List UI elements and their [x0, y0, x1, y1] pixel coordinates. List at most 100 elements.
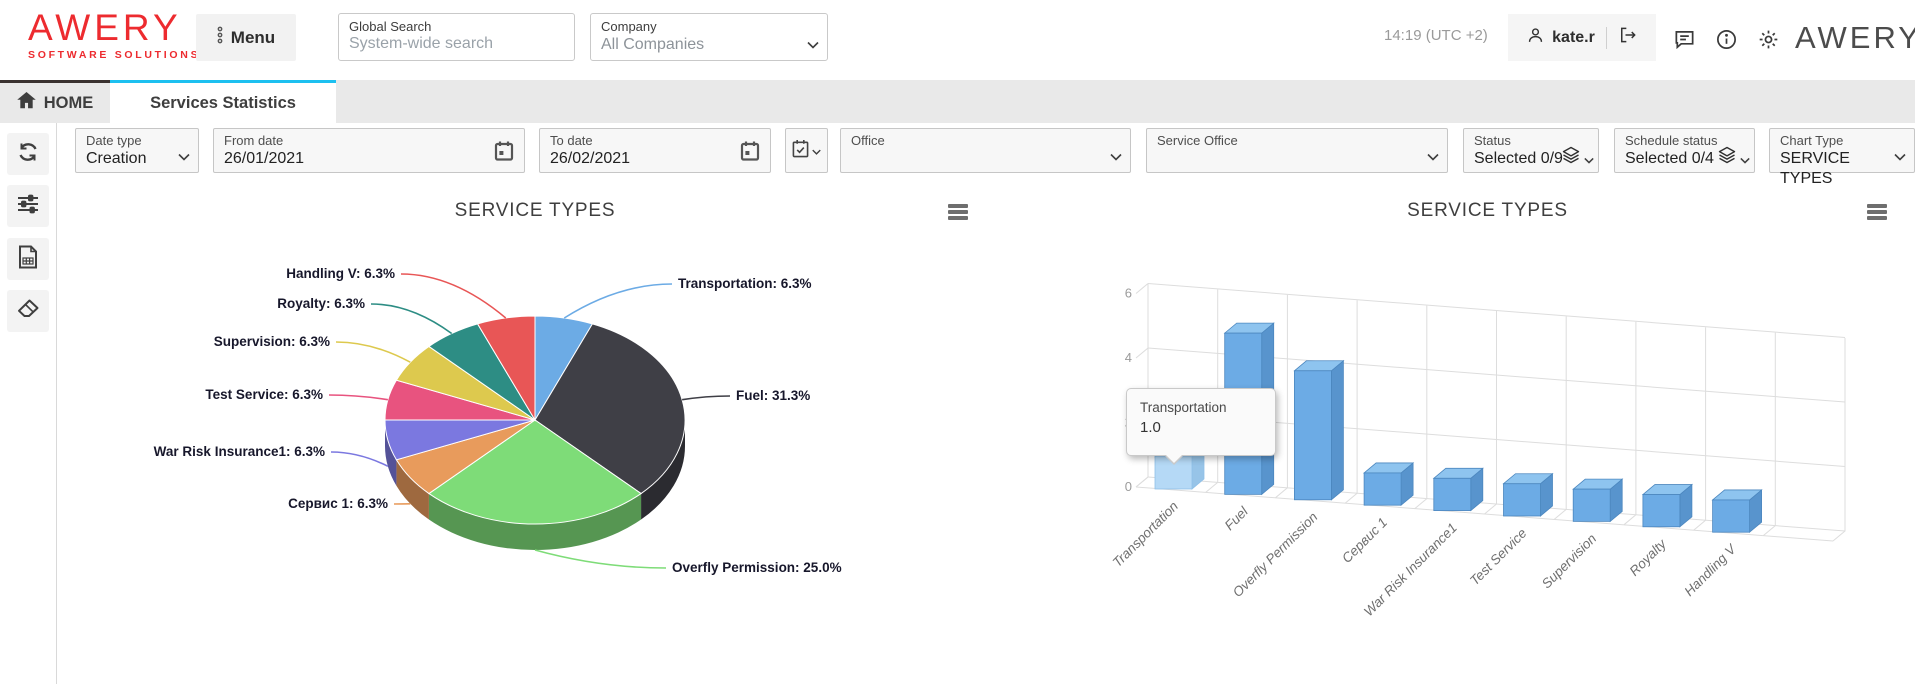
chevron-down-icon	[1894, 148, 1906, 166]
user-icon	[1526, 26, 1545, 50]
gridline	[1484, 311, 1497, 515]
y-tick-label: 4	[1125, 350, 1132, 365]
pie-label: Handling V: 6.3%	[286, 266, 395, 281]
app-header: AWERY SOFTWARE SOLUTIONS Menu Global Sea…	[0, 0, 1915, 80]
x-category-label: Fuel	[1222, 503, 1252, 533]
chart-type-value: SERVICE TYPES	[1780, 150, 1850, 187]
gridline	[1205, 289, 1219, 493]
gridline	[1275, 294, 1288, 499]
pie-chart-canvas[interactable]: Transportation: 6.3% Fuel: 31.3% Overfly P…	[60, 190, 1010, 680]
pie-label-line	[563, 283, 673, 319]
pie-label-line	[681, 395, 731, 401]
bar[interactable]	[1433, 477, 1472, 511]
bar[interactable]	[1363, 472, 1402, 506]
feedback-icon[interactable]	[1671, 26, 1697, 52]
bar[interactable]	[1293, 370, 1332, 501]
pie-slice[interactable]	[534, 323, 686, 495]
tab-home-label: HOME	[43, 93, 94, 112]
bar[interactable]	[1712, 499, 1750, 533]
chevron-down-icon	[812, 142, 821, 160]
refresh-icon	[16, 140, 40, 169]
tab-services-statistics[interactable]: Services Statistics	[110, 80, 336, 123]
company-select[interactable]: Company All Companies	[590, 13, 828, 61]
pie-slice-side	[385, 420, 397, 486]
to-date-label: To date	[550, 133, 593, 148]
bar-chart-canvas[interactable]: 0246TransportationFuelOverfly Permission…	[1060, 190, 1915, 684]
bar[interactable]	[1503, 483, 1541, 517]
refresh-button[interactable]	[7, 133, 49, 175]
chevron-down-icon	[1740, 151, 1750, 169]
menu-button[interactable]: Menu	[196, 14, 296, 61]
calendar-icon[interactable]	[740, 140, 760, 167]
gridline	[1147, 283, 1846, 339]
company-label: Company	[601, 19, 657, 34]
global-search-field: Global Search	[338, 13, 575, 61]
pie-label: Transportation: 6.3%	[678, 276, 812, 291]
chevron-down-icon	[807, 36, 819, 54]
pie-label: War Risk Insurance1: 6.3%	[154, 444, 325, 459]
chart-menu-icon[interactable]	[948, 204, 968, 220]
tab-home[interactable]: HOME	[0, 80, 110, 123]
chevron-down-icon	[1584, 151, 1594, 169]
more-vert-icon	[217, 26, 223, 49]
info-icon[interactable]	[1713, 26, 1739, 52]
bar-tooltip-title: Transportation	[1140, 400, 1227, 415]
pie-chart-body[interactable]: Transportation: 6.3% Fuel: 31.3% Overfly P…	[60, 190, 1010, 680]
pie-label: Royalty: 6.3%	[277, 296, 365, 311]
date-type-select[interactable]: Date type Creation	[75, 128, 199, 173]
bar-tooltip: Transportation 1.0	[1126, 388, 1276, 465]
schedule-status-multiselect[interactable]: Schedule status Selected 0/4	[1614, 128, 1755, 173]
chart-type-select[interactable]: Chart Type SERVICE TYPES	[1769, 128, 1915, 187]
pie-label-line	[400, 273, 507, 319]
pie-label: Test Service: 6.3%	[205, 387, 323, 402]
clear-button[interactable]	[7, 290, 49, 332]
pie-label-line	[335, 341, 411, 363]
brand-name: AWERY	[28, 7, 182, 48]
filter-settings-button[interactable]	[7, 185, 49, 227]
service-office-select[interactable]: Service Office	[1146, 128, 1448, 173]
menu-button-label: Menu	[230, 27, 276, 47]
chevron-down-icon	[1110, 148, 1122, 166]
gridline	[1832, 338, 1846, 542]
date-type-value: Creation	[86, 150, 147, 167]
report-button[interactable]	[7, 238, 49, 280]
status-multiselect[interactable]: Status Selected 0/9	[1463, 128, 1599, 173]
company-value: All Companies	[601, 36, 705, 53]
global-search-label: Global Search	[349, 19, 432, 34]
gridline	[1414, 305, 1428, 509]
brand-tagline: SOFTWARE SOLUTIONS	[28, 49, 201, 61]
tick-line	[1135, 347, 1149, 359]
awery-watermark: AWERY	[1795, 20, 1915, 55]
pie-chart-title: SERVICE TYPES	[454, 200, 616, 221]
divider	[1605, 26, 1607, 49]
pie-slice-side	[396, 459, 429, 520]
global-search-input[interactable]	[349, 35, 539, 53]
tab-services-label: Services Statistics	[150, 93, 296, 112]
settings-gear-icon[interactable]	[1755, 26, 1781, 52]
to-date-field[interactable]: To date 26/02/2021	[539, 128, 771, 173]
filter-sliders-icon	[16, 192, 40, 221]
office-select[interactable]: Office	[840, 128, 1131, 173]
from-date-field[interactable]: From date 26/01/2021	[213, 128, 525, 173]
gridline	[1762, 332, 1776, 537]
logout-icon[interactable]	[1618, 25, 1638, 50]
calendar-icon[interactable]	[494, 140, 514, 167]
gridline	[1135, 284, 1149, 488]
chart-menu-icon[interactable]	[1867, 204, 1887, 220]
y-tick-label: 6	[1125, 286, 1132, 301]
pie-label: Сервис 1: 6.3%	[288, 496, 388, 511]
bar[interactable]	[1642, 494, 1681, 528]
pie-label-line	[370, 303, 453, 335]
bar-chart-body[interactable]: 0246TransportationFuelOverfly Permission…	[1060, 190, 1915, 684]
to-date-value: 26/02/2021	[550, 150, 631, 167]
status-label: Status	[1474, 133, 1511, 148]
eraser-icon	[16, 298, 40, 325]
calendar-check-icon	[792, 139, 809, 163]
date-preset-button[interactable]	[785, 128, 828, 173]
bar[interactable]	[1572, 488, 1611, 522]
user-chip[interactable]: kate.r	[1508, 14, 1656, 61]
tick-line	[1135, 283, 1149, 294]
pie-slice[interactable]	[428, 419, 642, 525]
x-category-label: Supervision	[1539, 531, 1599, 591]
pie-label: Fuel: 31.3%	[736, 388, 810, 403]
